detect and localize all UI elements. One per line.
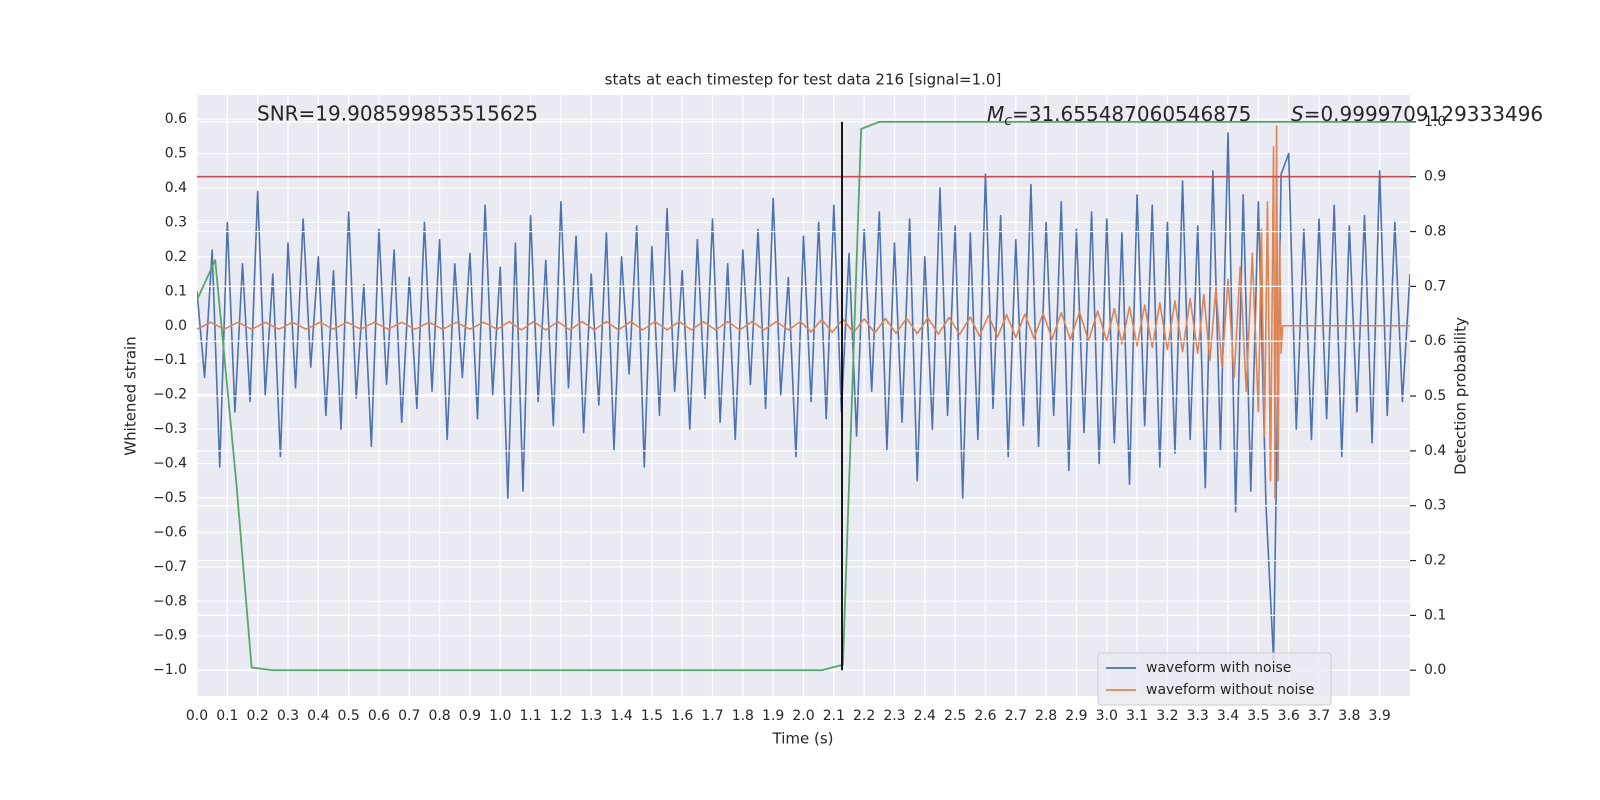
y-tick-label: −0.1 xyxy=(153,352,187,368)
y2-tick-label: 1.0 xyxy=(1424,114,1446,130)
x-tick-label: 3.1 xyxy=(1126,708,1148,724)
y-tick-label: −1.0 xyxy=(153,662,187,678)
x-axis-label: Time (s) xyxy=(772,730,834,748)
y-tick-label: 0.4 xyxy=(165,180,187,196)
x-tick-label: 0.6 xyxy=(368,708,390,724)
x-tick-label: 3.3 xyxy=(1187,708,1209,724)
x-tick-label: 2.7 xyxy=(1005,708,1027,724)
y-tick-label: 0.6 xyxy=(165,111,187,127)
x-tick-label: 1.7 xyxy=(701,708,723,724)
y-tick-label: −0.8 xyxy=(153,593,187,609)
series-line xyxy=(197,125,1410,499)
x-tick-label: 2.3 xyxy=(883,708,905,724)
legend: waveform with noise waveform without nois… xyxy=(1097,652,1332,706)
y-axis-label: Whitened strain xyxy=(122,336,140,455)
x-tick-label: 3.6 xyxy=(1278,708,1300,724)
x-tick-label: 0.2 xyxy=(247,708,269,724)
y-tick-label: −0.3 xyxy=(153,421,187,437)
y2-axis-label: Detection probability xyxy=(1452,317,1470,475)
mc-symbol: M xyxy=(987,102,1004,126)
y-tick-label: −0.4 xyxy=(153,456,187,472)
x-tick-label: 1.6 xyxy=(671,708,693,724)
x-tick-label: 3.9 xyxy=(1369,708,1391,724)
s-annotation: S=0.9999709129333496 xyxy=(1291,102,1543,126)
y-tick-label: −0.2 xyxy=(153,387,187,403)
y2-tick-label: 0.8 xyxy=(1424,224,1446,240)
x-tick-label: 3.8 xyxy=(1338,708,1360,724)
tick-labels: 0.0 0.1 0.2 0.3 0.4 0.5 0.6 0.7 0.8 0.9 1.0 1.1 1.2 1… xyxy=(153,111,1446,724)
mc-value: =31.655487060546875 xyxy=(1012,102,1251,126)
x-tick-label: 2.6 xyxy=(974,708,996,724)
x-tick-label: 3.5 xyxy=(1247,708,1269,724)
x-tick-label: 0.8 xyxy=(428,708,450,724)
chart-title: stats at each timestep for test data 216… xyxy=(605,71,1002,89)
x-tick-label: 1.9 xyxy=(762,708,784,724)
y-tick-label: 0.3 xyxy=(165,214,187,230)
x-tick-label: 0.7 xyxy=(398,708,420,724)
legend-label: waveform with noise xyxy=(1146,660,1291,676)
x-tick-label: 0.1 xyxy=(216,708,238,724)
x-tick-label: 1.5 xyxy=(641,708,663,724)
y-tick-label: 0.2 xyxy=(165,249,187,265)
y2-tick-label: 0.3 xyxy=(1424,498,1446,514)
y2-tick-label: 0.6 xyxy=(1424,333,1446,349)
x-tick-label: 3.7 xyxy=(1308,708,1330,724)
x-tick-label: 1.8 xyxy=(732,708,754,724)
legend-label: waveform without noise xyxy=(1146,682,1314,698)
x-tick-label: 3.2 xyxy=(1156,708,1178,724)
x-tick-label: 1.4 xyxy=(610,708,632,724)
y2-tick-label: 0.5 xyxy=(1424,388,1446,404)
legend-box xyxy=(1097,652,1332,706)
x-tick-label: 2.2 xyxy=(853,708,875,724)
x-tick-label: 0.4 xyxy=(307,708,329,724)
y-tick-label: 0.5 xyxy=(165,146,187,162)
x-tick-label: 1.2 xyxy=(550,708,572,724)
series-line xyxy=(197,132,1410,661)
x-tick-label: 0.3 xyxy=(277,708,299,724)
y2-tick-label: 0.1 xyxy=(1424,607,1446,623)
x-tick-label: 2.9 xyxy=(1065,708,1087,724)
y-tick-label: −0.9 xyxy=(153,628,187,644)
snr-annotation: SNR=19.908599853515625 xyxy=(257,102,538,126)
y2-tick-label: 0.4 xyxy=(1424,443,1446,459)
mc-annotation: Mc=31.655487060546875 xyxy=(987,102,1251,130)
y-tick-label: −0.6 xyxy=(153,524,187,540)
y2-tick-label: 0.9 xyxy=(1424,169,1446,185)
s-symbol: S xyxy=(1291,102,1304,126)
x-tick-label: 3.0 xyxy=(1096,708,1118,724)
secondary-series xyxy=(197,120,1410,672)
y-tick-label: −0.7 xyxy=(153,559,187,575)
y-tick-label: 0.1 xyxy=(165,283,187,299)
y2-tick-label: 0.2 xyxy=(1424,553,1446,569)
x-tick-label: 2.8 xyxy=(1035,708,1057,724)
x-tick-label: 0.5 xyxy=(337,708,359,724)
y2-tick-label: 0.0 xyxy=(1424,662,1446,678)
y-tick-label: 0.0 xyxy=(165,318,187,334)
x-tick-label: 2.5 xyxy=(944,708,966,724)
x-tick-label: 1.0 xyxy=(489,708,511,724)
series-line xyxy=(197,120,1410,672)
x-tick-label: 2.4 xyxy=(914,708,936,724)
x-tick-label: 2.0 xyxy=(792,708,814,724)
x-tick-label: 0.0 xyxy=(186,708,208,724)
x-tick-label: 3.4 xyxy=(1217,708,1239,724)
y-tick-label: −0.5 xyxy=(153,490,187,506)
s-value: =0.9999709129333496 xyxy=(1304,102,1543,126)
x-tick-label: 2.1 xyxy=(823,708,845,724)
x-tick-label: 0.9 xyxy=(459,708,481,724)
x-tick-label: 1.3 xyxy=(580,708,602,724)
primary-series xyxy=(197,125,1410,661)
y2-tick-label: 0.7 xyxy=(1424,278,1446,294)
x-tick-label: 1.1 xyxy=(519,708,541,724)
mc-subscript: c xyxy=(1004,113,1012,129)
